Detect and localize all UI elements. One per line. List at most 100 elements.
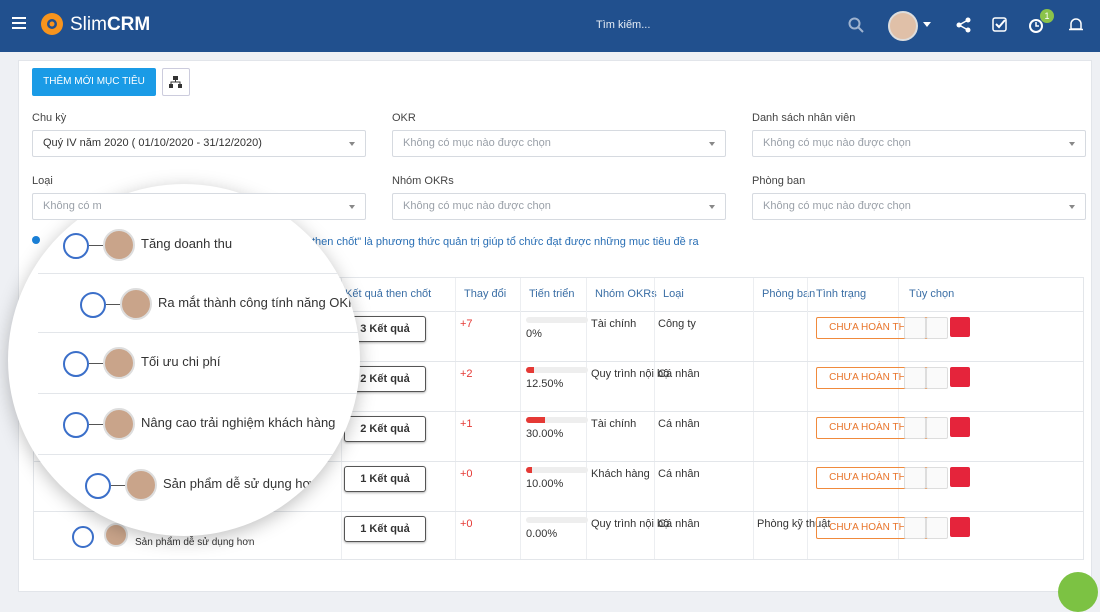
user-avatar[interactable] (888, 11, 918, 41)
view-button[interactable] (904, 517, 926, 539)
connector (89, 363, 103, 364)
tree-view-button[interactable] (162, 68, 190, 96)
delete-button[interactable] (950, 467, 970, 487)
delete-button[interactable] (950, 367, 970, 387)
okr-type: Cá nhân (658, 418, 700, 430)
column-header: Tiến triển (529, 288, 575, 300)
add-goal-button[interactable]: THÊM MỚI MỤC TIÊU (32, 68, 156, 96)
progress-label: 10.00% (526, 478, 564, 490)
okr-group: Khách hàng (591, 468, 650, 480)
expand-toggle[interactable] (63, 351, 89, 377)
select-caret (349, 205, 355, 209)
delete-button[interactable] (950, 417, 970, 437)
expand-toggle[interactable] (80, 292, 106, 318)
lens-objective-name: Tăng doanh thu (141, 236, 233, 251)
notification-badge: 1 (1040, 9, 1054, 23)
results-button[interactable]: 1 Kết quả (344, 516, 426, 542)
task-icon[interactable] (992, 17, 1008, 33)
magnifier-lens: Tăng doanh thu Ra mắt thành công tính năn… (8, 184, 360, 536)
lens-objective-name: Tối ưu chi phí (141, 354, 221, 369)
progress-label: 12.50% (526, 378, 564, 390)
owner-avatar (103, 408, 135, 440)
owner-avatar (103, 229, 135, 261)
edit-button[interactable] (926, 517, 948, 539)
filter-select[interactable]: Không có mục nào được chọn (392, 193, 726, 220)
select-caret (1069, 205, 1075, 209)
edit-button[interactable] (926, 367, 948, 389)
filter-label: Phòng ban (752, 175, 806, 187)
column-divider (455, 278, 456, 559)
edit-button[interactable] (926, 317, 948, 339)
column-header: Tùy chọn (909, 288, 955, 300)
edit-button[interactable] (926, 417, 948, 439)
view-button[interactable] (904, 367, 926, 389)
search-input[interactable]: Tìm kiếm... (596, 19, 651, 31)
okr-type: Công ty (658, 318, 696, 330)
change-value: +1 (460, 418, 473, 430)
department: Phòng kỹ thuật (757, 518, 831, 530)
menu-icon[interactable] (12, 16, 28, 30)
row-divider (34, 411, 1083, 412)
select-caret (709, 142, 715, 146)
column-divider (654, 278, 655, 559)
progress-label: 30.00% (526, 428, 564, 440)
select-caret (349, 142, 355, 146)
info-icon (32, 236, 40, 244)
user-caret[interactable] (923, 22, 931, 28)
progress-track (526, 467, 588, 473)
lens-objective-name: Nâng cao trải nghiệm khách hàng (141, 415, 336, 430)
results-button[interactable]: 2 Kết quả (344, 416, 426, 442)
lens-objective-name: Sản phẩm dễ sử dụng hơn (163, 476, 319, 491)
expand-toggle[interactable] (72, 526, 94, 548)
column-header: Thay đổi (464, 288, 507, 300)
lens-divider (38, 454, 360, 455)
view-button[interactable] (904, 317, 926, 339)
top-bar: SlimCRM Tìm kiếm... 1 (0, 0, 1100, 52)
logo-gear (41, 13, 63, 35)
filter-label: Loại (32, 175, 53, 187)
column-header: Nhóm OKRs (595, 288, 657, 300)
results-button[interactable]: 1 Kết quả (344, 466, 426, 492)
row-divider (34, 361, 1083, 362)
brand-bold: CRM (106, 14, 151, 35)
filter-label: Danh sách nhân viên (752, 112, 856, 124)
expand-toggle[interactable] (85, 473, 111, 499)
column-divider (807, 278, 808, 559)
owner-avatar (125, 469, 157, 501)
view-button[interactable] (904, 467, 926, 489)
filter-select[interactable]: Không có mục nào được chọn (752, 193, 1086, 220)
progress-bar (526, 467, 533, 473)
expand-toggle[interactable] (63, 233, 89, 259)
delete-button[interactable] (950, 517, 970, 537)
filter-select[interactable]: Không có mục nào được chọn (752, 130, 1086, 157)
filter-select[interactable]: Quý IV năm 2020 ( 01/10/2020 - 31/12/202… (32, 130, 366, 157)
bell-icon[interactable] (1068, 17, 1084, 33)
okr-group: Quy trình nội bộ (591, 518, 670, 530)
okr-type: Cá nhân (658, 468, 700, 480)
brand: SlimCRM (70, 14, 150, 36)
share-icon[interactable] (956, 17, 972, 33)
clock-icon[interactable] (1028, 18, 1044, 34)
filter-label: Chu kỳ (32, 112, 67, 124)
view-button[interactable] (904, 417, 926, 439)
change-value: +0 (460, 518, 473, 530)
connector (89, 245, 103, 246)
okr-group: Tài chính (591, 318, 637, 330)
connector (89, 424, 103, 425)
expand-toggle[interactable] (63, 412, 89, 438)
delete-button[interactable] (950, 317, 970, 337)
owner-avatar (103, 347, 135, 379)
connector (111, 485, 125, 486)
row-divider (34, 511, 1083, 512)
call-button[interactable] (1058, 572, 1098, 612)
progress-track (526, 517, 588, 523)
search-icon[interactable] (848, 17, 864, 33)
lens-divider (38, 332, 360, 333)
edit-button[interactable] (926, 467, 948, 489)
filter-select[interactable]: Không có mục nào được chọn (392, 130, 726, 157)
filter-select[interactable]: Không có m (32, 193, 366, 220)
owner-avatar (104, 523, 128, 547)
column-divider (753, 278, 754, 559)
connector (106, 304, 120, 305)
